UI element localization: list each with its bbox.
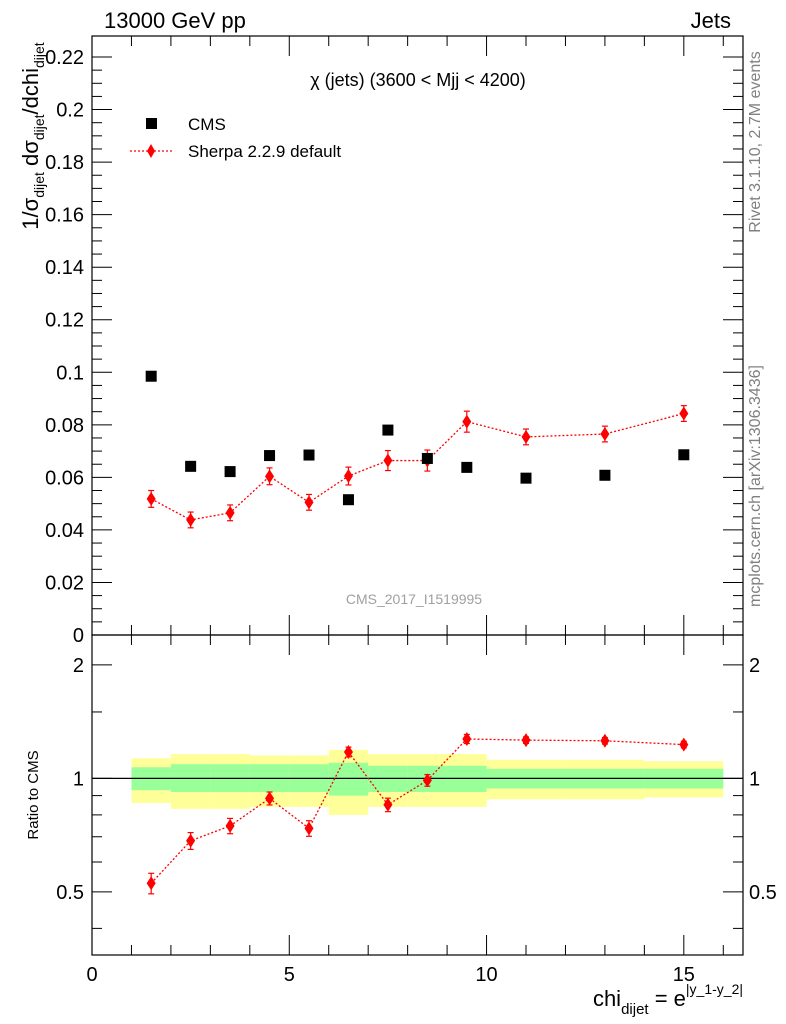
cms-point bbox=[520, 472, 532, 484]
x-tick-label: 5 bbox=[284, 964, 295, 986]
sherpa-point bbox=[521, 429, 531, 444]
sherpa-point bbox=[225, 505, 235, 520]
x-tick-label: 10 bbox=[475, 964, 497, 986]
main-y-tick-label: 0.08 bbox=[45, 415, 84, 437]
ratio-y-axis-label: Ratio to CMS bbox=[25, 750, 42, 839]
main-y-tick-label: 0.14 bbox=[45, 257, 84, 279]
cms-point bbox=[224, 466, 236, 478]
sherpa-point bbox=[265, 469, 275, 484]
main-plot-area: 0 0.02 0.04 0.06 0.08 0.1 0.12 0.14 0.16 0.18 0.2 0… bbox=[45, 35, 744, 647]
main-y-axis-label: 1/σdijet dσdijet/dchidijet bbox=[18, 42, 47, 230]
rivet-label: Rivet 3.1.10, 2.7M events bbox=[747, 51, 764, 232]
legend-sherpa-marker bbox=[147, 144, 155, 158]
ratio-sherpa-point bbox=[462, 731, 472, 746]
cms-point bbox=[303, 449, 315, 461]
ratio-sherpa-point bbox=[146, 876, 156, 891]
cms-point bbox=[599, 469, 611, 481]
main-y-tick-label: 0.04 bbox=[45, 520, 84, 542]
legend: CMS Sherpa 2.2.9 default bbox=[130, 115, 341, 161]
cms-point bbox=[145, 370, 157, 382]
ratio-y-tick-label: 0.5 bbox=[56, 882, 84, 904]
x-tick-label: 15 bbox=[673, 964, 695, 986]
cms-point bbox=[382, 424, 394, 436]
main-plot-title: χ (jets) (3600 < Mjj < 4200) bbox=[310, 70, 526, 90]
legend-cms-label: CMS bbox=[188, 115, 226, 134]
ratio-y-tick-label: 1 bbox=[73, 768, 84, 790]
main-y-tick-label: 0.1 bbox=[56, 362, 84, 384]
sherpa-point bbox=[343, 469, 353, 484]
sherpa-point bbox=[383, 453, 393, 468]
main-y-tick-label: 0.18 bbox=[45, 152, 84, 174]
header-right: Jets bbox=[691, 8, 731, 33]
ratio-band-inner bbox=[328, 762, 369, 796]
sherpa-point bbox=[679, 406, 689, 421]
main-y-tick-label: 0.06 bbox=[45, 467, 84, 489]
ratio-y-tick-label-right: 1 bbox=[749, 768, 760, 790]
ratio-y-tick-label-right: 2 bbox=[749, 655, 760, 677]
ratio-y-tick-label: 2 bbox=[73, 655, 84, 677]
ratio-sherpa-line bbox=[150, 738, 684, 884]
cms-point bbox=[678, 449, 690, 461]
sherpa-point bbox=[462, 414, 472, 429]
ratio-sherpa-point bbox=[422, 773, 432, 788]
cms-point bbox=[421, 452, 433, 464]
ratio-sherpa-point bbox=[383, 797, 393, 812]
legend-sherpa-label: Sherpa 2.2.9 default bbox=[188, 142, 341, 161]
x-axis-label: chidijet = e|y_1-y_2| bbox=[593, 981, 743, 1018]
header-left: 13000 GeV pp bbox=[104, 8, 246, 33]
sherpa-point bbox=[600, 427, 610, 442]
ratio-sherpa-point bbox=[225, 818, 235, 833]
ratio-sherpa-point bbox=[521, 733, 531, 748]
sherpa-point bbox=[304, 495, 314, 510]
sherpa-point bbox=[146, 491, 156, 506]
cms-point bbox=[461, 461, 473, 473]
watermark: CMS_2017_I1519995 bbox=[346, 591, 482, 607]
sherpa-point bbox=[186, 512, 196, 527]
ratio-sherpa-point bbox=[186, 833, 196, 848]
ratio-plot-area: 0.5 0.5 1 1 2 2 0 5 10 15 bbox=[56, 634, 777, 986]
cms-point bbox=[264, 450, 276, 462]
ratio-plot-frame bbox=[91, 634, 744, 956]
ratio-sherpa-point bbox=[265, 791, 275, 806]
sherpa-line bbox=[150, 412, 684, 521]
main-y-tick-label: 0 bbox=[73, 625, 84, 647]
cms-point bbox=[342, 494, 354, 506]
ratio-y-tick-label-right: 0.5 bbox=[749, 882, 777, 904]
x-tick-label: 0 bbox=[86, 964, 97, 986]
mcplots-label: mcplots.cern.ch [arXiv:1306.3436] bbox=[747, 365, 764, 607]
ratio-sherpa-point bbox=[343, 744, 353, 759]
ratio-sherpa-point bbox=[600, 733, 610, 748]
legend-cms-marker bbox=[146, 118, 157, 129]
cms-point bbox=[185, 460, 197, 472]
main-y-tick-label: 0.2 bbox=[56, 100, 84, 122]
main-y-tick-label: 0.16 bbox=[45, 205, 84, 227]
ratio-sherpa-point bbox=[304, 821, 314, 836]
main-y-tick-label: 0.22 bbox=[45, 47, 84, 69]
main-y-tick-label: 0.02 bbox=[45, 572, 84, 594]
ratio-sherpa-point bbox=[679, 737, 689, 752]
main-y-tick-label: 0.12 bbox=[45, 310, 84, 332]
